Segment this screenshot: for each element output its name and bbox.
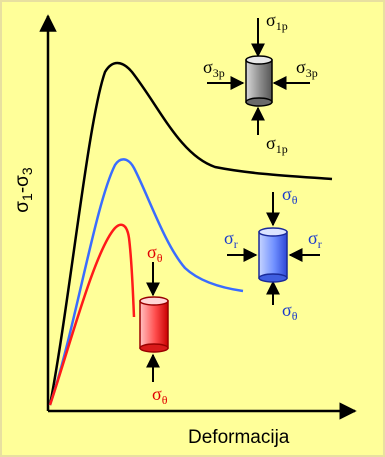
black-curve (48, 61, 333, 406)
blue-top-label: σθ (282, 184, 298, 207)
gray-bottom-label: σ1p (266, 133, 288, 156)
gray-cylinder-top (245, 55, 273, 65)
red-top-label: σθ (147, 242, 163, 265)
red-cylinder-top (139, 296, 169, 306)
blue-specimen: σθ σθ σr σr (224, 184, 322, 323)
blue-cylinder-bottom (258, 273, 288, 283)
blue-right-label: σr (308, 228, 322, 251)
gray-cylinder-body (245, 59, 273, 103)
blue-left-label: σr (224, 228, 238, 251)
blue-cylinder-top (258, 227, 288, 237)
red-cylinder-bottom (139, 343, 169, 353)
red-bottom-label: σθ (152, 384, 168, 407)
red-specimen: σθ σθ (139, 242, 169, 407)
gray-specimen: σ1p σ1p σ3p σ3p (203, 10, 318, 156)
red-curve (48, 223, 136, 406)
x-axis-label: Deformacija (188, 427, 290, 448)
blue-curve (48, 158, 244, 406)
blue-cylinder-body (258, 231, 288, 279)
gray-right-label: σ3p (296, 57, 318, 80)
y-axis-label: σ1-σ3 (12, 167, 35, 213)
red-cylinder-body (139, 300, 169, 349)
gray-cylinder-bottom (245, 97, 273, 107)
blue-bottom-label: σθ (282, 300, 298, 323)
gray-top-label: σ1p (266, 10, 288, 33)
gray-left-label: σ3p (203, 57, 225, 80)
